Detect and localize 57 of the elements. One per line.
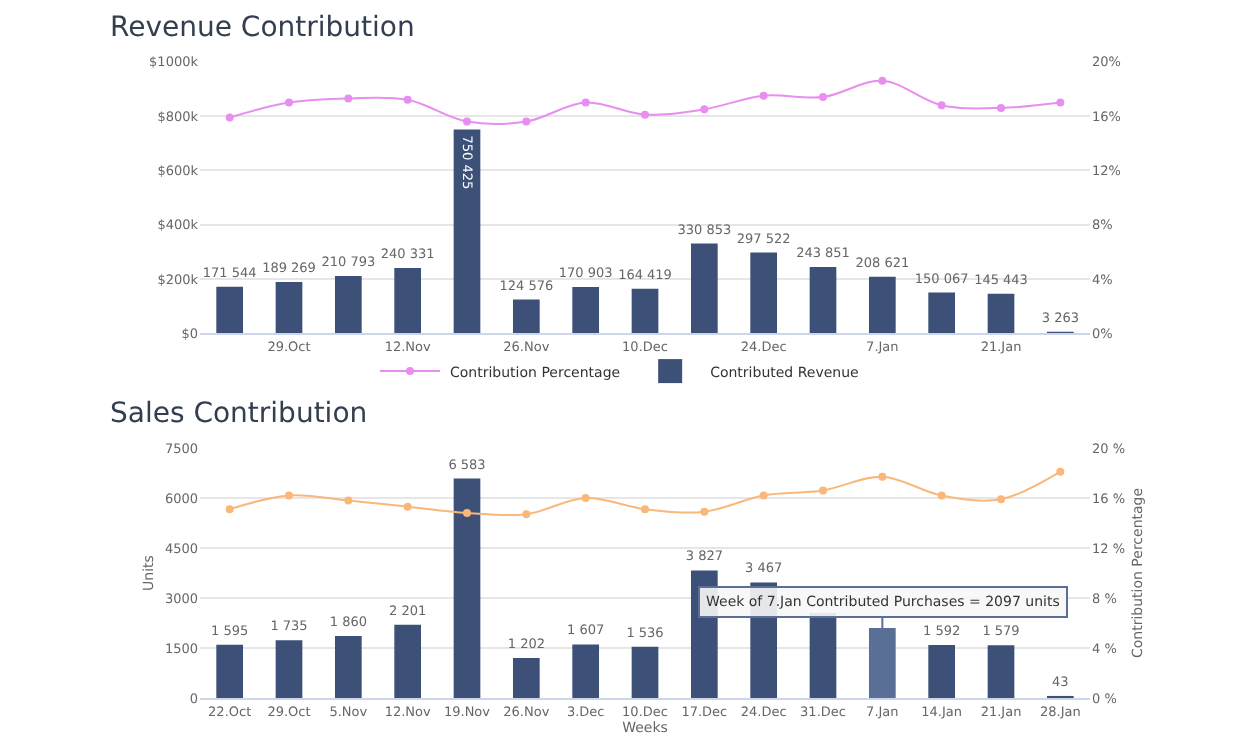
bar	[216, 286, 244, 334]
bar	[987, 293, 1015, 334]
chart-title: Sales Contribution	[110, 398, 368, 430]
bar	[690, 243, 718, 334]
point	[819, 486, 827, 495]
point	[759, 91, 768, 100]
point	[937, 491, 946, 500]
point	[403, 502, 412, 511]
point	[997, 495, 1005, 504]
bar	[987, 645, 1015, 698]
bar	[809, 612, 837, 698]
point	[285, 491, 293, 500]
point	[641, 110, 649, 119]
point	[344, 496, 353, 505]
point	[463, 508, 471, 517]
bar	[572, 644, 600, 698]
point	[1056, 98, 1065, 107]
bar	[453, 478, 481, 698]
bar	[275, 640, 303, 698]
bar	[394, 268, 422, 334]
point	[878, 472, 887, 481]
bar	[631, 288, 659, 334]
point	[641, 505, 649, 514]
bar	[334, 276, 362, 334]
bar	[631, 646, 659, 698]
point	[937, 101, 946, 110]
point	[463, 117, 471, 126]
bar	[216, 644, 244, 698]
bar	[334, 635, 362, 698]
bar	[512, 657, 540, 698]
point	[700, 105, 709, 114]
bar	[928, 292, 956, 334]
point	[1056, 467, 1065, 476]
bar	[868, 276, 896, 334]
bar	[512, 299, 540, 334]
point	[819, 93, 827, 102]
point	[700, 507, 709, 516]
point	[225, 113, 234, 122]
point	[878, 76, 887, 85]
point	[581, 98, 590, 107]
bar	[750, 252, 778, 334]
point	[344, 94, 353, 103]
point	[522, 117, 531, 126]
point	[997, 103, 1005, 112]
point	[522, 510, 531, 519]
point	[285, 98, 293, 107]
chart-title: Revenue Contribution	[110, 12, 415, 44]
point	[225, 505, 234, 514]
bar	[572, 286, 600, 334]
bar	[809, 267, 837, 334]
point	[403, 95, 412, 104]
bar	[453, 129, 481, 334]
bar	[275, 281, 303, 334]
point	[581, 493, 590, 502]
bar	[394, 624, 422, 698]
point	[759, 491, 768, 500]
bar	[928, 644, 956, 698]
